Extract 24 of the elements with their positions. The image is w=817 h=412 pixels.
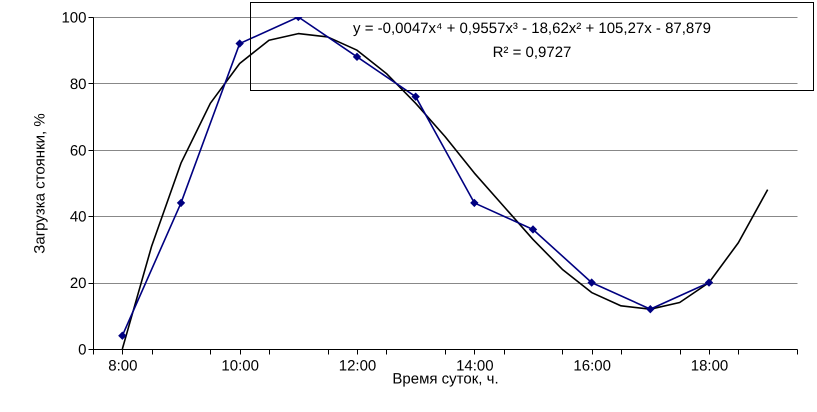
x-tick-label: 16:00 (573, 358, 611, 374)
point (704, 278, 714, 287)
annotation: y = -0,0047x⁴ + 0,9557x³ - 18,62x² + 105,27x - 87,879 (352, 19, 712, 39)
point (587, 278, 596, 287)
annotation: R² = 0,9727 (492, 43, 572, 63)
x-tick-label: 18:00 (690, 358, 728, 374)
point (352, 52, 362, 62)
x-tick-label: 10:00 (221, 358, 259, 374)
point (470, 198, 479, 208)
point (235, 39, 244, 48)
y-tick-label: 0 (78, 342, 86, 358)
y-tick-label: 40 (70, 208, 86, 226)
point (528, 225, 538, 234)
point (118, 332, 127, 340)
y-axis-title: Загрузка стоянки, % (31, 113, 48, 254)
x-tick-label: 8:00 (108, 358, 138, 374)
point (646, 304, 655, 314)
y-tick-label: 20 (70, 275, 86, 292)
y-tick-label: 100 (61, 10, 86, 26)
point (176, 198, 186, 208)
y-tick-label: 80 (70, 76, 86, 93)
x-tick-label: 12:00 (338, 358, 376, 374)
point (411, 92, 420, 101)
y-tick-label: 60 (70, 142, 86, 160)
